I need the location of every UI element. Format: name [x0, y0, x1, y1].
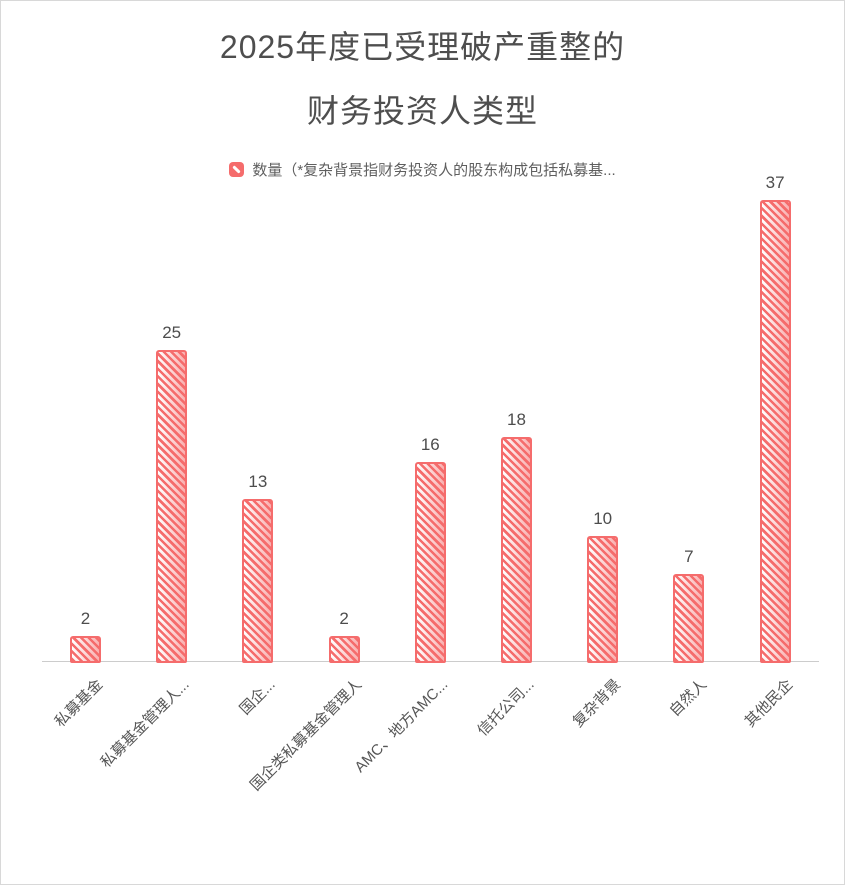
bar[interactable] — [673, 574, 705, 663]
bar[interactable] — [759, 200, 791, 663]
chart-title: 2025年度已受理破产重整的 财务投资人类型 — [1, 1, 844, 143]
x-axis-label: 国企... — [236, 676, 280, 719]
bar-value-label: 16 — [420, 435, 440, 454]
x-axis-label: 私募基金 — [52, 676, 107, 731]
bar-value-label: 10 — [593, 509, 613, 528]
bar-value-label: 2 — [80, 609, 91, 628]
bar-value-label: 25 — [162, 323, 182, 342]
chart-title-line2: 财务投资人类型 — [306, 93, 538, 129]
x-axis-label: 信托公司... — [474, 676, 538, 740]
bar-value-label: 37 — [765, 173, 785, 192]
bar-value-label: 2 — [339, 609, 349, 628]
x-axis-label: 复杂背景 — [569, 676, 624, 731]
legend-label[interactable]: 数量（*复杂背景指财务投资人的股东构成包括私募基... — [252, 162, 616, 179]
bar-value-label: 13 — [248, 472, 268, 491]
bar[interactable] — [70, 636, 101, 663]
x-axis-label: 自然人 — [666, 676, 711, 720]
bar-value-label: 18 — [507, 410, 526, 429]
legend-swatch-icon[interactable] — [229, 162, 245, 177]
legend: 数量（*复杂背景指财务投资人的股东构成包括私募基... — [1, 159, 844, 180]
bar[interactable] — [587, 536, 619, 663]
bar[interactable] — [242, 499, 274, 663]
bar[interactable] — [414, 462, 446, 663]
bar-value-label: 7 — [684, 547, 694, 566]
bar[interactable] — [328, 636, 360, 663]
chart-title-line1: 2025年度已受理破产重整的 — [219, 29, 626, 65]
bar[interactable] — [501, 437, 532, 663]
x-axis-label: 私募基金管理人... — [97, 676, 193, 772]
bar[interactable] — [156, 350, 188, 663]
x-axis-label: 其他民企 — [741, 676, 797, 731]
